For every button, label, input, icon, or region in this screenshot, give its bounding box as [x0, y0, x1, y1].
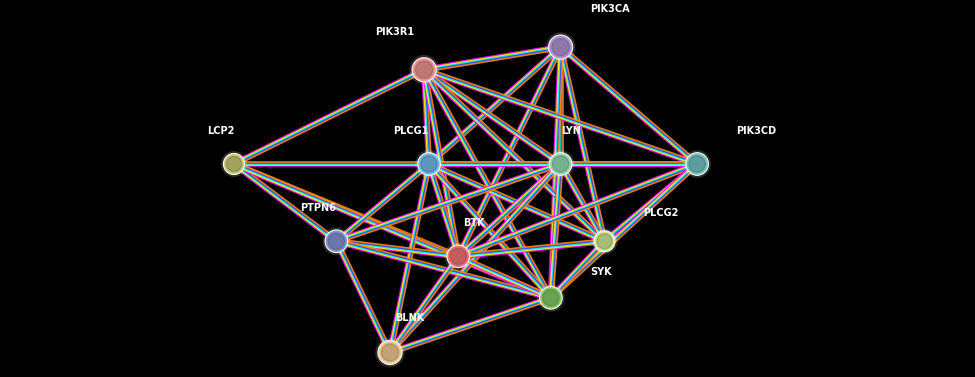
Text: PIK3CA: PIK3CA [590, 4, 630, 14]
Circle shape [415, 151, 443, 177]
Circle shape [325, 230, 348, 253]
Circle shape [547, 151, 574, 177]
Text: LYN: LYN [561, 126, 580, 136]
Circle shape [415, 61, 433, 78]
Circle shape [546, 33, 575, 61]
Circle shape [323, 228, 350, 254]
Circle shape [450, 248, 466, 265]
Circle shape [381, 344, 399, 361]
Circle shape [412, 58, 436, 82]
Circle shape [549, 153, 572, 175]
Circle shape [689, 156, 705, 172]
Circle shape [592, 229, 617, 254]
Circle shape [226, 156, 242, 172]
Circle shape [537, 285, 565, 311]
Circle shape [378, 340, 402, 365]
Circle shape [683, 151, 711, 177]
Circle shape [421, 156, 437, 172]
Text: BLNK: BLNK [395, 313, 424, 323]
Circle shape [539, 287, 563, 309]
Text: LCP2: LCP2 [207, 126, 234, 136]
Text: PIK3CD: PIK3CD [736, 126, 776, 136]
Circle shape [375, 338, 405, 367]
Text: PLCG1: PLCG1 [394, 126, 429, 136]
Circle shape [552, 38, 569, 56]
Circle shape [329, 233, 344, 250]
Circle shape [685, 153, 709, 175]
Circle shape [543, 290, 559, 306]
Text: SYK: SYK [590, 267, 611, 277]
Circle shape [445, 243, 472, 270]
Circle shape [447, 245, 470, 268]
Text: PLCG2: PLCG2 [644, 207, 679, 218]
Text: BTK: BTK [463, 218, 485, 228]
Text: PTPN6: PTPN6 [300, 203, 336, 213]
Circle shape [594, 231, 615, 252]
Circle shape [553, 156, 568, 172]
Circle shape [417, 153, 441, 175]
Circle shape [410, 55, 439, 84]
Circle shape [221, 152, 247, 176]
Circle shape [223, 153, 245, 175]
Circle shape [549, 35, 572, 59]
Circle shape [597, 234, 612, 249]
Text: PIK3R1: PIK3R1 [375, 27, 414, 37]
